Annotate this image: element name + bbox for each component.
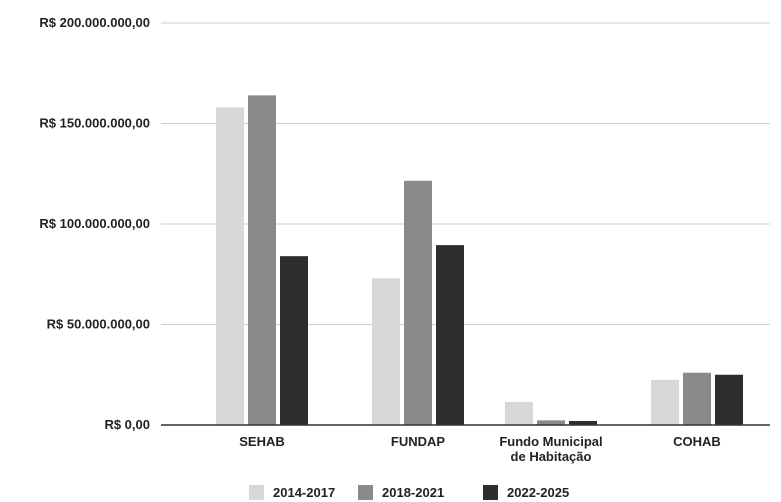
y-tick-label: R$ 200.000.000,00: [39, 15, 150, 30]
y-tick-label: R$ 50.000.000,00: [47, 317, 150, 332]
bar-2018-2021-0: [248, 95, 276, 426]
bar-2022-2025-0: [280, 256, 308, 425]
x-category-label: COHAB: [673, 434, 721, 449]
y-tick-label: R$ 0,00: [104, 417, 150, 432]
legend-label: 2018-2021: [382, 485, 444, 500]
x-category-label: Fundo Municipal: [499, 434, 602, 449]
bar-2014-2017-2: [505, 401, 533, 425]
bars: [216, 95, 743, 426]
legend-label: 2022-2025: [507, 485, 569, 500]
y-tick-label: R$ 150.000.000,00: [39, 116, 150, 131]
legend-swatch: [483, 485, 498, 500]
bar-2014-2017-3: [651, 379, 679, 425]
bar-2022-2025-2: [569, 420, 597, 425]
x-category-label: de Habitação: [511, 449, 592, 464]
bar-2022-2025-3: [715, 374, 743, 425]
x-category-label: FUNDAP: [391, 434, 445, 449]
bar-2014-2017-0: [216, 107, 244, 426]
bar-2018-2021-3: [683, 372, 711, 425]
legend-swatch: [358, 485, 373, 500]
y-axis-tick-labels: R$ 0,00 R$ 50.000.000,00 R$ 100.000.000,00…: [39, 15, 150, 432]
y-tick-label: R$ 100.000.000,00: [39, 216, 150, 231]
bar-2018-2021-1: [404, 180, 432, 425]
legend-label: 2014-2017: [273, 485, 335, 500]
x-category-label: SEHAB: [239, 434, 285, 449]
legend-swatch: [249, 485, 264, 500]
bar-2018-2021-2: [537, 420, 565, 425]
bar-2022-2025-1: [436, 245, 464, 425]
bar-2014-2017-1: [372, 278, 400, 425]
legend: 2014-2017 2018-2021 2022-2025: [249, 485, 569, 500]
